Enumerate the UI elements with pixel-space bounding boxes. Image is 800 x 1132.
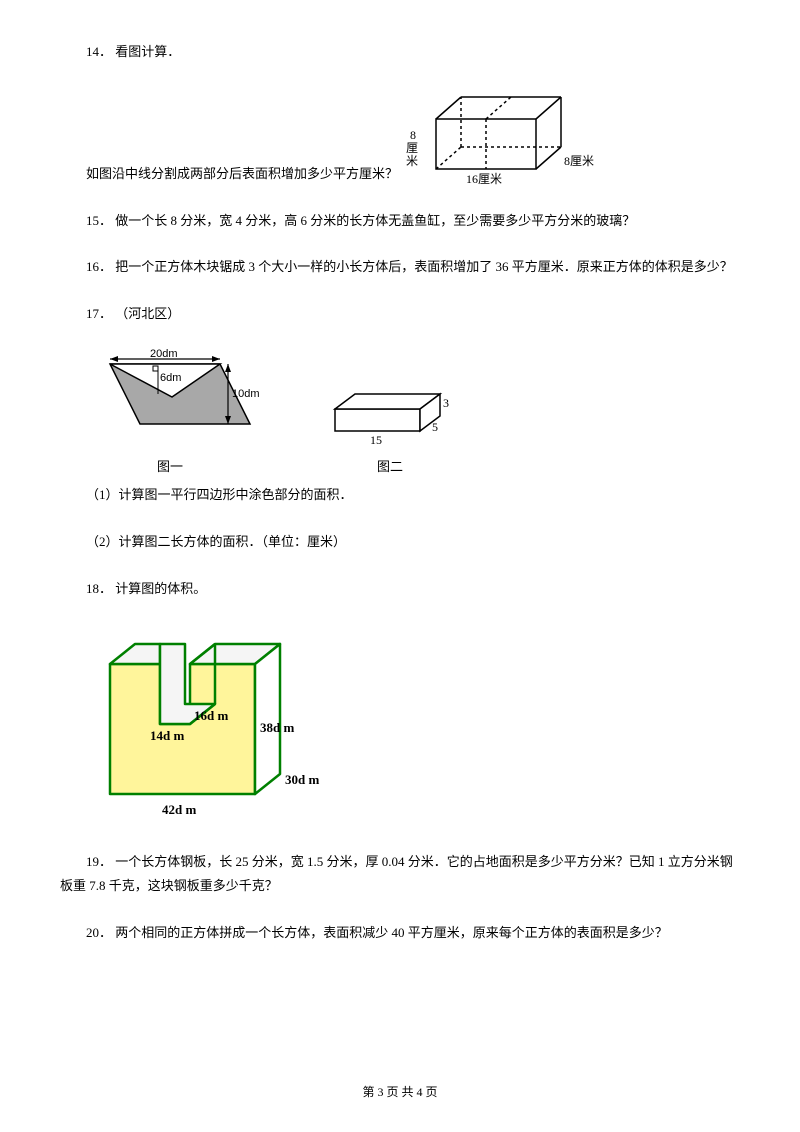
q15-num: 15． xyxy=(86,213,112,228)
q17-fig1: 20dm 6dm 10dm 图一 xyxy=(80,349,260,480)
q20-num: 20． xyxy=(86,925,112,940)
q18-figure: 16d m 14d m 38d m 30d m 42d m xyxy=(80,624,740,824)
q18-title-text: 计算图的体积。 xyxy=(115,581,206,596)
q19-num: 19． xyxy=(86,854,112,869)
q19: 19． 一个长方体钢板，长 25 分米，宽 1.5 分米，厚 0.04 分米．它… xyxy=(60,850,740,899)
q17-fig1-h6: 6dm xyxy=(160,372,181,384)
q17-title-text: （河北区） xyxy=(115,306,180,321)
q17-num: 17． xyxy=(86,306,112,321)
q14-text: 如图沿中线分割成两部分后表面积增加多少平方厘米？ xyxy=(60,162,398,187)
svg-text:厘: 厘 xyxy=(406,141,418,155)
q17-fig1-toplen: 20dm xyxy=(150,349,178,360)
q17-fig2-w: 15 xyxy=(370,433,382,447)
q15-text: 做一个长 8 分米，宽 4 分米，高 6 分米的长方体无盖鱼缸，至少需要多少平方… xyxy=(115,213,635,228)
svg-text:米: 米 xyxy=(406,154,418,168)
q18-l16: 16d m xyxy=(194,708,228,723)
q17-title: 17． （河北区） xyxy=(60,302,740,327)
q17-sub2: （2）计算图二长方体的面积．（单位：厘米） xyxy=(60,530,740,555)
q17-figures: 20dm 6dm 10dm 图一 3 5 15 图二 xyxy=(80,349,740,480)
q17-fig2: 3 5 15 图二 xyxy=(320,379,460,480)
svg-text:8: 8 xyxy=(410,128,416,142)
q15: 15． 做一个长 8 分米，宽 4 分米，高 6 分米的长方体无盖鱼缸，至少需要… xyxy=(60,209,740,234)
q17-fig2-caption: 图二 xyxy=(320,455,460,480)
q18-num: 18． xyxy=(86,581,112,596)
q17-fig2-d: 5 xyxy=(432,420,438,434)
page-footer: 第 3 页 共 4 页 xyxy=(0,1081,800,1104)
q14-figure: 8 厘 米 16厘米 8厘米 xyxy=(406,87,596,187)
q17-sub1: （1）计算图一平行四边形中涂色部分的面积． xyxy=(60,483,740,508)
q16-num: 16． xyxy=(86,259,112,274)
q18-l30: 30d m xyxy=(285,772,319,787)
q14-num: 14． xyxy=(86,44,112,59)
q16-text: 把一个正方体木块锯成 3 个大小一样的小长方体后，表面积增加了 36 平方厘米．… xyxy=(115,259,733,274)
q18-l38: 38d m xyxy=(260,720,294,735)
q19-text: 一个长方体钢板，长 25 分米，宽 1.5 分米，厚 0.04 分米．它的占地面… xyxy=(60,854,733,894)
q18-l14: 14d m xyxy=(150,728,184,743)
q14-title: 14． 看图计算． xyxy=(60,40,740,65)
q16: 16． 把一个正方体木块锯成 3 个大小一样的小长方体后，表面积增加了 36 平… xyxy=(60,255,740,280)
q17-fig1-h10: 10dm xyxy=(232,388,260,400)
q14-title-text: 看图计算． xyxy=(115,44,180,59)
q18-l42: 42d m xyxy=(162,802,196,817)
q20-text: 两个相同的正方体拼成一个长方体，表面积减少 40 平方厘米，原来每个正方体的表面… xyxy=(115,925,668,940)
q14-row: 如图沿中线分割成两部分后表面积增加多少平方厘米？ 8 厘 米 xyxy=(60,87,740,187)
q18-title: 18． 计算图的体积。 xyxy=(60,577,740,602)
q17-fig2-h: 3 xyxy=(443,396,449,410)
q14-label-d: 8厘米 xyxy=(564,154,594,168)
q17-fig1-caption: 图一 xyxy=(80,455,260,480)
q20: 20． 两个相同的正方体拼成一个长方体，表面积减少 40 平方厘米，原来每个正方… xyxy=(60,921,740,946)
q14-label-w: 16厘米 xyxy=(466,172,502,186)
